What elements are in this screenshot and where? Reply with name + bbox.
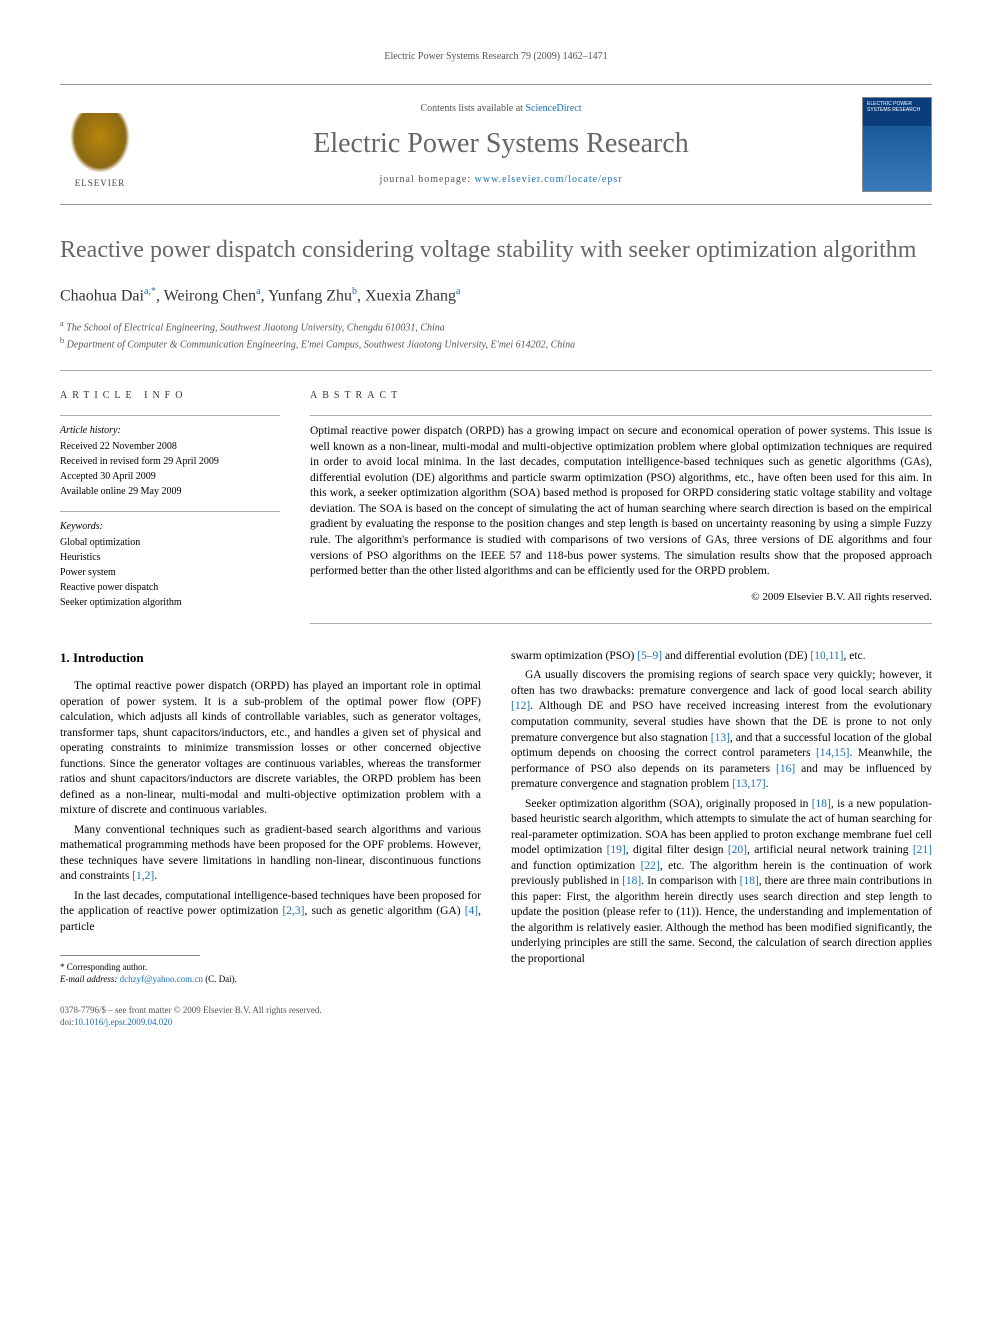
keywords: Keywords: Global optimizationHeuristicsP… (60, 511, 280, 610)
publisher-logo: ELSEVIER (60, 100, 140, 190)
article-history: Article history: Received 22 November 20… (60, 415, 280, 499)
ref-link[interactable]: [13,17] (732, 778, 766, 790)
ref-link[interactable]: [22] (641, 860, 660, 872)
body-paragraph: The optimal reactive power dispatch (ORP… (60, 679, 481, 819)
ref-link[interactable]: [14,15] (816, 747, 850, 759)
intro-heading: 1. Introduction (60, 649, 481, 667)
publisher-name: ELSEVIER (75, 177, 126, 190)
body-paragraph: In the last decades, computational intel… (60, 889, 481, 936)
homepage-prefix: journal homepage: (379, 174, 474, 185)
contents-prefix: Contents lists available at (420, 103, 525, 114)
body-col-right: swarm optimization (PSO) [5–9] and diffe… (511, 649, 932, 1029)
ref-link[interactable]: [21] (913, 844, 932, 856)
ref-link[interactable]: [1,2] (132, 870, 154, 882)
elsevier-tree-icon (70, 113, 130, 173)
keyword: Power system (60, 566, 280, 580)
contents-available: Contents lists available at ScienceDirec… (160, 102, 842, 116)
history-line: Available online 29 May 2009 (60, 485, 280, 499)
journal-name: Electric Power Systems Research (160, 124, 842, 163)
keyword: Reactive power dispatch (60, 581, 280, 595)
keyword: Seeker optimization algorithm (60, 596, 280, 610)
ref-link[interactable]: [2,3] (282, 905, 304, 917)
body-paragraph: swarm optimization (PSO) [5–9] and diffe… (511, 649, 932, 665)
abstract: ABSTRACT Optimal reactive power dispatch… (310, 389, 932, 624)
history-line: Accepted 30 April 2009 (60, 470, 280, 484)
corresponding-author: * Corresponding author. E-mail address: … (60, 962, 481, 985)
ref-link[interactable]: [20] (728, 844, 747, 856)
masthead: ELSEVIER Contents lists available at Sci… (60, 84, 932, 205)
email-label: E-mail address: (60, 974, 120, 984)
issn-line: 0378-7796/$ – see front matter © 2009 El… (60, 1004, 481, 1017)
email-author: (C. Dai). (203, 974, 237, 984)
ref-link[interactable]: [5–9] (637, 650, 662, 662)
ref-link[interactable]: [13] (711, 732, 730, 744)
body-columns: 1. Introduction The optimal reactive pow… (60, 649, 932, 1029)
affiliations: a The School of Electrical Engineering, … (60, 318, 932, 353)
running-header: Electric Power Systems Research 79 (2009… (60, 50, 932, 64)
authors: Chaohua Daia,*, Weirong Chena, Yunfang Z… (60, 285, 932, 308)
corr-label: * Corresponding author. (60, 962, 481, 974)
sciencedirect-link[interactable]: ScienceDirect (525, 103, 581, 114)
article-info-label: ARTICLE INFO (60, 389, 280, 403)
ref-link[interactable]: [10,11] (810, 650, 843, 662)
body-paragraph: Seeker optimization algorithm (SOA), ori… (511, 797, 932, 968)
affiliation: b Department of Computer & Communication… (60, 335, 932, 352)
ref-link[interactable]: [19] (607, 844, 626, 856)
body-col-left: 1. Introduction The optimal reactive pow… (60, 649, 481, 1029)
history-label: Article history: (60, 424, 280, 438)
journal-homepage: journal homepage: www.elsevier.com/locat… (160, 173, 842, 187)
abstract-label: ABSTRACT (310, 389, 932, 403)
body-paragraph: GA usually discovers the promising regio… (511, 668, 932, 792)
ref-link[interactable]: [12] (511, 700, 530, 712)
keyword: Global optimization (60, 536, 280, 550)
ref-link[interactable]: [16] (776, 763, 795, 775)
ref-link[interactable]: [18] (812, 798, 831, 810)
journal-cover-thumb: ELECTRIC POWER SYSTEMS RESEARCH (862, 97, 932, 192)
article-info: ARTICLE INFO Article history: Received 2… (60, 389, 280, 624)
homepage-link[interactable]: www.elsevier.com/locate/epsr (475, 174, 623, 185)
body-paragraph: Many conventional techniques such as gra… (60, 823, 481, 885)
copyright: © 2009 Elsevier B.V. All rights reserved… (310, 590, 932, 624)
ref-link[interactable]: [18] (740, 875, 759, 887)
keywords-label: Keywords: (60, 520, 280, 534)
history-line: Received in revised form 29 April 2009 (60, 455, 280, 469)
email-link[interactable]: dchzyf@yahoo.com.cn (120, 974, 203, 984)
abstract-text: Optimal reactive power dispatch (ORPD) h… (310, 415, 932, 579)
article-title: Reactive power dispatch considering volt… (60, 235, 932, 265)
ref-link[interactable]: [18] (622, 875, 641, 887)
history-line: Received 22 November 2008 (60, 440, 280, 454)
cover-thumb-title: ELECTRIC POWER SYSTEMS RESEARCH (867, 102, 927, 113)
affiliation: a The School of Electrical Engineering, … (60, 318, 932, 335)
keyword: Heuristics (60, 551, 280, 565)
doi-prefix: doi: (60, 1017, 74, 1027)
ref-link[interactable]: [4] (465, 905, 478, 917)
doi-link[interactable]: 10.1016/j.epsr.2009.04.020 (74, 1017, 172, 1027)
bottom-meta: 0378-7796/$ – see front matter © 2009 El… (60, 1004, 481, 1029)
footnote-separator (60, 955, 200, 956)
